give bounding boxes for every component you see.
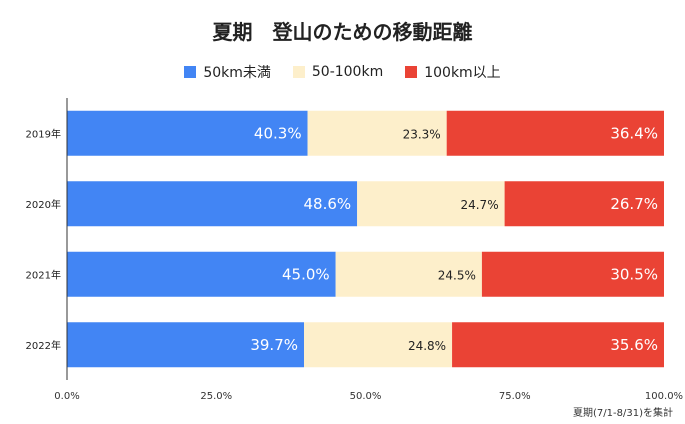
legend-swatch (405, 66, 418, 78)
bar-segment (67, 251, 336, 297)
bar-segment (67, 322, 305, 368)
footnote: 夏期(7/1-8/31)を集計 (573, 408, 673, 419)
data-label: 23.3% (403, 127, 441, 141)
bar-segment (335, 251, 482, 297)
bar-segment (304, 322, 453, 368)
category-label: 2022年 (26, 339, 61, 352)
legend-swatch (292, 66, 305, 78)
bar-segment (357, 181, 505, 227)
bar-segment (446, 110, 664, 156)
x-tick-label: 25.0% (200, 391, 232, 402)
chart-title: 夏期 登山のための移動距離 (212, 20, 473, 44)
legend-item-under-50km: 50km未満 (184, 62, 271, 82)
bar-segment (307, 110, 447, 156)
x-tick-label: 100.0% (645, 391, 683, 402)
legend-swatch (184, 66, 197, 78)
legend-label: 100km以上 (424, 65, 501, 81)
data-label: 30.5% (610, 265, 658, 283)
data-label: 39.7% (250, 336, 298, 354)
x-tick-label: 50.0% (350, 391, 382, 402)
x-tick-label: 0.0% (54, 391, 79, 402)
category-label: 2019年 (26, 127, 61, 140)
data-label: 35.6% (610, 336, 658, 354)
legend-label: 50-100km (311, 64, 384, 80)
data-label: 48.6% (303, 195, 351, 213)
data-label: 24.7% (460, 198, 498, 212)
legend-label: 50km未満 (203, 65, 271, 81)
category-label: 2020年 (26, 198, 61, 211)
bar-segment (67, 181, 358, 227)
data-label: 36.4% (610, 124, 658, 142)
legend-item-50-100km: 50-100km (292, 64, 384, 80)
x-tick-label: 75.0% (499, 391, 531, 402)
bar-segment (452, 322, 664, 368)
category-label: 2021年 (26, 268, 61, 281)
bar-segment (504, 181, 664, 227)
data-label: 24.5% (438, 268, 476, 282)
data-label: 40.3% (254, 124, 302, 142)
legend-item-over-100km: 100km以上 (405, 62, 501, 82)
bar-segment (67, 110, 308, 156)
bar-segment (481, 251, 664, 297)
data-label: 24.8% (408, 339, 446, 353)
legend: 50km未満 50-100km 100km以上 (0, 62, 685, 82)
data-label: 26.7% (610, 195, 658, 213)
data-label: 45.0% (282, 265, 330, 283)
